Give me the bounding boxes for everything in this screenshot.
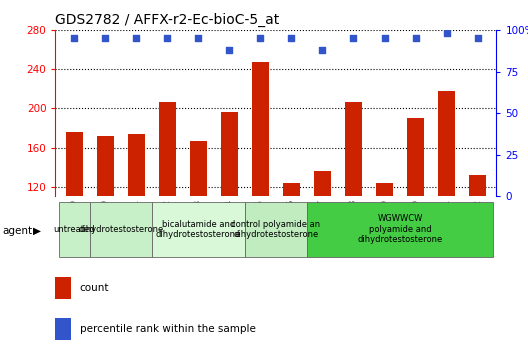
Bar: [65, 132, 82, 196]
Bar: [152, 202, 245, 257]
Bar: [345, 102, 362, 196]
Bar: [190, 141, 207, 196]
Text: untreated: untreated: [53, 225, 95, 234]
Text: dihydrotestosterone: dihydrotestosterone: [78, 225, 163, 234]
Text: count: count: [80, 283, 109, 293]
Bar: [159, 102, 176, 196]
Point: [318, 47, 327, 53]
Bar: [314, 171, 331, 196]
Text: percentile rank within the sample: percentile rank within the sample: [80, 324, 256, 334]
Bar: [469, 175, 486, 196]
Bar: [59, 202, 90, 257]
Bar: [376, 183, 393, 196]
Bar: [438, 91, 455, 196]
Point: [132, 35, 140, 41]
Bar: [55, 277, 71, 299]
Text: WGWWCW
polyamide and
dihydrotestosterone: WGWWCW polyamide and dihydrotestosterone: [357, 214, 442, 244]
Point: [287, 35, 296, 41]
Bar: [283, 183, 300, 196]
Text: bicalutamide and
dihydrotestosterone: bicalutamide and dihydrotestosterone: [156, 219, 241, 239]
Point: [411, 35, 420, 41]
Point: [350, 35, 358, 41]
Bar: [221, 112, 238, 196]
Point: [380, 35, 389, 41]
Point: [194, 35, 202, 41]
Bar: [252, 62, 269, 196]
Point: [163, 35, 172, 41]
Bar: [55, 318, 71, 340]
Bar: [245, 202, 307, 257]
Bar: [90, 202, 152, 257]
Bar: [407, 118, 424, 196]
Text: control polyamide an
dihydrotestosterone: control polyamide an dihydrotestosterone: [231, 219, 320, 239]
Point: [70, 35, 78, 41]
Text: ▶: ▶: [33, 226, 41, 236]
Text: agent: agent: [3, 226, 33, 236]
Point: [442, 30, 451, 36]
Point: [225, 47, 233, 53]
Point: [256, 35, 265, 41]
Text: GDS2782 / AFFX-r2-Ec-bioC-5_at: GDS2782 / AFFX-r2-Ec-bioC-5_at: [55, 12, 280, 27]
Bar: [128, 134, 145, 196]
Point: [101, 35, 109, 41]
Bar: [97, 136, 114, 196]
Point: [474, 35, 482, 41]
Bar: [307, 202, 493, 257]
